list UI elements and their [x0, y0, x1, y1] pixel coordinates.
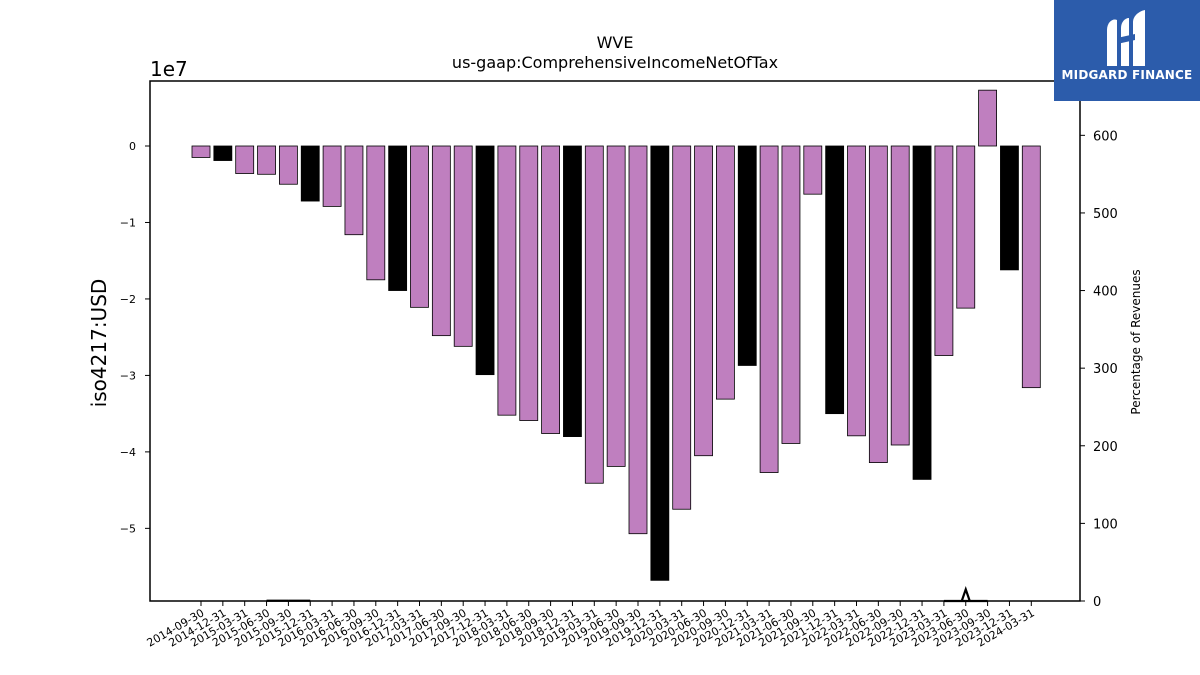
- y-tick-label: −5: [120, 522, 136, 535]
- bar-2014-12-31: [213, 145, 233, 161]
- y-tick-label: −3: [120, 369, 136, 382]
- y-tick-label: 0: [129, 140, 136, 153]
- bar-2016-12-31: [388, 145, 408, 291]
- bar-2020-03-31: [672, 145, 692, 510]
- bar-2021-12-31: [825, 145, 845, 415]
- brand-name: MIDGARD FINANCE: [1061, 68, 1193, 82]
- y2-axis-ticks: 0 100 200 300 400 500 600: [1080, 129, 1118, 610]
- y-tick-label: −1: [120, 216, 136, 229]
- bar-2022-09-30: [890, 145, 910, 446]
- chart-subtitle: us-gaap:ComprehensiveIncomeNetOfTax: [452, 53, 778, 72]
- y2-tick-label: 400: [1093, 285, 1118, 300]
- bar-2021-03-31: [759, 145, 779, 473]
- bar-2018-06-30: [519, 145, 539, 421]
- bar-2021-06-30: [781, 145, 801, 444]
- y2-tick-label: 200: [1093, 440, 1118, 455]
- bar-2022-06-30: [868, 145, 888, 463]
- y2-tick-label: 100: [1093, 517, 1118, 532]
- midgard-logo-icon: [1107, 10, 1145, 66]
- bar-2015-09-30: [278, 145, 298, 185]
- y-axis-label: iso4217:USD: [87, 279, 111, 408]
- bar-2017-12-31: [475, 145, 495, 376]
- bar-2017-09-30: [453, 145, 473, 347]
- y-tick-label: −2: [120, 293, 136, 306]
- bar-2015-06-30: [257, 145, 276, 175]
- bar-2018-12-31: [563, 145, 582, 437]
- y-offset-label: 1e7: [150, 57, 188, 81]
- bar-2018-03-31: [497, 145, 517, 416]
- bar-2018-09-30: [541, 145, 560, 434]
- x-axis-ticks: 2014-09-302014-12-312015-03-312015-06-30…: [145, 601, 1037, 650]
- bar-2019-09-30: [628, 145, 648, 535]
- chart-title: WVE: [597, 33, 634, 52]
- pct-spike: [960, 585, 971, 602]
- y2-tick-label: 500: [1093, 207, 1118, 222]
- bar-series: [191, 89, 1041, 581]
- y-tick-label: −4: [120, 446, 136, 459]
- percentage-of-revenues-series: [266, 585, 988, 603]
- y2-tick-label: 0: [1093, 595, 1101, 610]
- bar-2021-09-30: [803, 145, 823, 195]
- bar-2015-03-31: [235, 145, 255, 174]
- bar-2020-09-30: [716, 145, 735, 400]
- bar-2022-12-31: [912, 145, 932, 480]
- bar-2016-09-30: [366, 145, 386, 281]
- bar-2020-12-31: [737, 145, 757, 366]
- y2-axis-label: Percentage of Revenues: [1129, 269, 1143, 414]
- y2-tick-label: 300: [1093, 362, 1118, 377]
- y2-tick-label: 600: [1093, 129, 1118, 144]
- bar-2016-03-31: [322, 145, 342, 207]
- bar-2019-12-31: [650, 145, 670, 581]
- bar-2023-06-30: [956, 145, 976, 309]
- bar-2023-12-31: [1000, 145, 1019, 271]
- bar-2016-06-30: [344, 145, 364, 236]
- bar-2015-12-31: [300, 145, 320, 202]
- bar-2023-09-30: [978, 89, 997, 147]
- bar-2017-06-30: [431, 145, 451, 337]
- bar-2017-03-31: [410, 145, 429, 308]
- bar-2022-03-31: [847, 145, 866, 437]
- bar-2014-09-30: [191, 145, 211, 158]
- y-axis-ticks: 0 −1 −2 −3 −4 −5: [120, 140, 150, 535]
- plot-frame: [149, 80, 1081, 602]
- bar-2019-06-30: [606, 145, 626, 467]
- bar-2024-03-31: [1021, 145, 1041, 389]
- bar-2020-06-30: [694, 145, 713, 457]
- brand-logo: MIDGARD FINANCE: [1054, 0, 1200, 101]
- bar-2019-03-31: [584, 145, 604, 484]
- bar-2023-03-31: [934, 145, 954, 356]
